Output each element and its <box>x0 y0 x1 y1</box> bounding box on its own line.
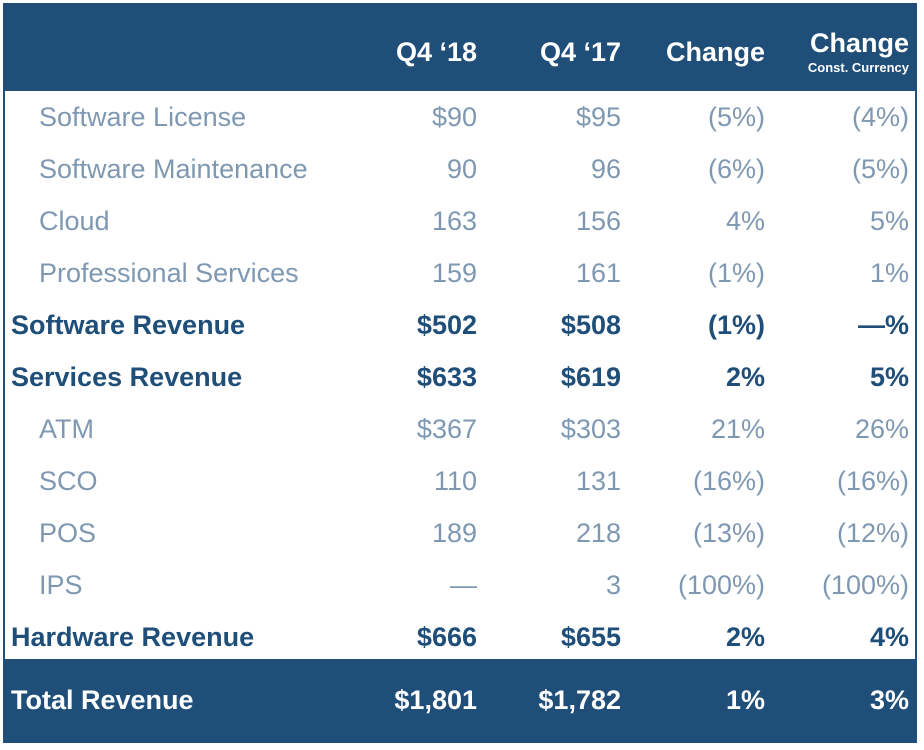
header-const-currency-subtitle: Const. Currency <box>807 60 909 75</box>
row-label: Professional Services <box>39 258 299 288</box>
row-q4-18: $502 <box>416 310 477 340</box>
row-q4-17: $95 <box>575 102 621 132</box>
row-change-const-currency: 5% <box>869 206 909 236</box>
table-row: Professional Services 159 161 (1%) 1% <box>5 247 915 299</box>
row-q4-17: 3 <box>605 570 621 600</box>
total-label: Total Revenue <box>11 685 194 715</box>
header-change-const-currency-title: Change <box>809 28 909 58</box>
row-change-const-currency: 5% <box>869 362 909 392</box>
row-q4-17: $303 <box>560 414 621 444</box>
table-row-subtotal: Hardware Revenue $666 $655 2% 4% <box>5 611 915 663</box>
row-q4-18: $90 <box>431 102 477 132</box>
row-change: (1%) <box>707 310 765 340</box>
row-q4-18: 90 <box>446 154 477 184</box>
table-header: Q4 ‘18 Q4 ‘17 Change Change Const. Curre… <box>5 5 915 91</box>
row-q4-18: — <box>450 570 477 600</box>
table-row-subtotal: Services Revenue $633 $619 2% 5% <box>5 351 915 403</box>
row-q4-18: 110 <box>433 466 477 496</box>
row-change-const-currency: 4% <box>869 622 909 652</box>
row-label: Software Maintenance <box>39 154 308 184</box>
row-label: Cloud <box>39 206 110 236</box>
row-label: ATM <box>39 414 94 444</box>
header-q4-18: Q4 ‘18 <box>395 37 477 67</box>
row-q4-17: 156 <box>575 206 621 236</box>
table-row: POS 189 218 (13%) (12%) <box>5 507 915 559</box>
row-change: (16%) <box>692 466 765 496</box>
header-change: Change <box>665 37 765 67</box>
table-row-subtotal: Software Revenue $502 $508 (1%) —% <box>5 299 915 351</box>
total-q4-17: $1,782 <box>538 685 621 715</box>
row-change-const-currency: (16%) <box>836 466 909 496</box>
total-change: 1% <box>725 685 765 715</box>
row-q4-18: 189 <box>431 518 477 548</box>
total-change-const-currency: 3% <box>869 685 909 715</box>
revenue-table: Q4 ‘18 Q4 ‘17 Change Change Const. Curre… <box>3 3 917 743</box>
row-label: IPS <box>39 570 83 600</box>
row-change: 21% <box>710 414 765 444</box>
row-change-const-currency: (12%) <box>836 518 909 548</box>
row-label: Software Revenue <box>11 310 246 340</box>
table-row: Software Maintenance 90 96 (6%) (5%) <box>5 143 915 195</box>
row-label: Services Revenue <box>11 362 243 392</box>
row-label: SCO <box>39 466 98 496</box>
total-revenue-row: Total Revenue $1,801 $1,782 1% 3% <box>5 659 915 741</box>
row-q4-17: 131 <box>575 466 621 496</box>
header-change-const-currency: Change Const. Currency <box>808 27 909 75</box>
row-q4-18: $367 <box>416 414 477 444</box>
total-q4-18: $1,801 <box>394 685 477 715</box>
row-label: Software License <box>39 102 247 132</box>
row-change-const-currency: (100%) <box>821 570 909 600</box>
row-change-const-currency: (5%) <box>851 154 909 184</box>
row-change: (5%) <box>707 102 765 132</box>
row-change: 4% <box>725 206 765 236</box>
row-q4-17: 161 <box>575 258 621 288</box>
row-change: (100%) <box>677 570 765 600</box>
row-change: (6%) <box>707 154 765 184</box>
row-change-const-currency: —% <box>857 310 909 340</box>
row-change-const-currency: 1% <box>869 258 909 288</box>
table-row: IPS — 3 (100%) (100%) <box>5 559 915 611</box>
row-q4-17: $619 <box>560 362 621 392</box>
row-q4-17: 96 <box>590 154 621 184</box>
row-change: 2% <box>725 362 765 392</box>
table-row: Cloud 163 156 4% 5% <box>5 195 915 247</box>
row-change: (13%) <box>692 518 765 548</box>
row-q4-17: $508 <box>560 310 621 340</box>
row-q4-18: 163 <box>431 206 477 236</box>
table-row: SCO 110 131 (16%) (16%) <box>5 455 915 507</box>
row-q4-17: 218 <box>575 518 621 548</box>
table-row: ATM $367 $303 21% 26% <box>5 403 915 455</box>
row-change: 2% <box>725 622 765 652</box>
header-q4-17: Q4 ‘17 <box>539 37 621 67</box>
row-q4-17: $655 <box>560 622 621 652</box>
row-change-const-currency: 26% <box>854 414 909 444</box>
table-row: Software License $90 $95 (5%) (4%) <box>5 91 915 143</box>
row-q4-18: $666 <box>416 622 477 652</box>
row-label: Hardware Revenue <box>11 622 255 652</box>
row-label: POS <box>39 518 97 548</box>
row-q4-18: 159 <box>431 258 477 288</box>
row-change-const-currency: (4%) <box>851 102 909 132</box>
row-change: (1%) <box>707 258 765 288</box>
row-q4-18: $633 <box>416 362 477 392</box>
